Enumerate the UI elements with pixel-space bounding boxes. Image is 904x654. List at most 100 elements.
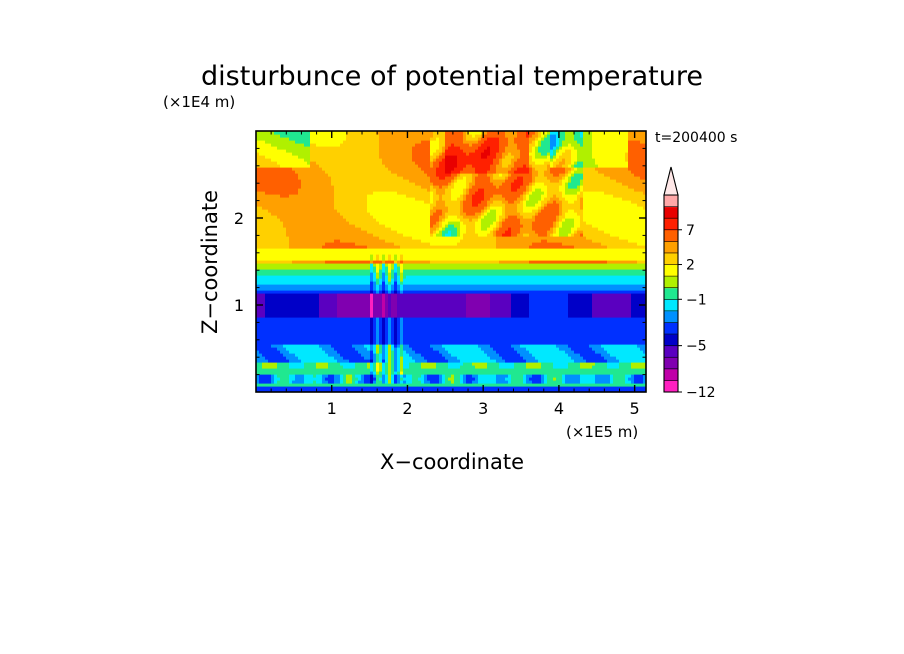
contour-cell: [331, 338, 335, 342]
contour-cell: [346, 251, 350, 255]
contour-cell: [319, 329, 323, 333]
contour-cell: [334, 191, 338, 195]
contour-cell: [334, 152, 338, 156]
contour-cell: [334, 206, 338, 210]
contour-cell: [310, 233, 314, 237]
contour-cell: [349, 209, 353, 213]
contour-cell: [262, 326, 266, 330]
contour-cell: [262, 353, 266, 357]
contour-cell: [337, 182, 341, 186]
contour-cell: [259, 143, 263, 147]
contour-cell: [319, 320, 323, 324]
contour-cell: [349, 224, 353, 228]
contour-cell: [265, 236, 269, 240]
contour-cell: [322, 284, 326, 288]
contour-cell: [325, 281, 329, 285]
contour-cell: [307, 173, 311, 177]
contour-cell: [334, 371, 338, 375]
contour-cell: [322, 266, 326, 270]
contour-cell: [355, 371, 359, 375]
contour-cell: [295, 329, 299, 333]
contour-cell: [343, 332, 347, 336]
contour-cell: [322, 242, 326, 246]
contour-cell: [310, 182, 314, 186]
contour-cell: [292, 245, 296, 249]
contour-cell: [328, 338, 332, 342]
contour-cell: [256, 308, 260, 312]
contour-cell: [313, 317, 317, 321]
contour-cell: [337, 389, 341, 392]
contour-cell: [298, 188, 302, 192]
contour-cell: [265, 155, 269, 159]
contour-cell: [286, 302, 290, 306]
contour-cell: [265, 206, 269, 210]
contour-cell: [319, 158, 323, 162]
contour-cell: [274, 263, 278, 267]
contour-cell: [295, 311, 299, 315]
contour-cell: [352, 356, 356, 360]
contour-cell: [325, 158, 329, 162]
contour-cell: [271, 179, 275, 183]
contour-cell: [328, 365, 332, 369]
contour-cell: [343, 209, 347, 213]
contour-cell: [262, 302, 266, 306]
contour-cell: [277, 230, 281, 234]
contour-cell: [349, 254, 353, 258]
contour-cell: [262, 269, 266, 273]
contour-cell: [316, 212, 320, 216]
contour-cell: [319, 272, 323, 276]
contour-cell: [256, 218, 260, 222]
contour-cell: [355, 269, 359, 273]
contour-cell: [268, 380, 272, 384]
contour-cell: [268, 146, 272, 150]
contour-cell: [328, 275, 332, 279]
contour-cell: [310, 194, 314, 198]
contour-cell: [352, 245, 356, 249]
contour-cell: [280, 275, 284, 279]
contour-cell: [322, 371, 326, 375]
contour-cell: [346, 203, 350, 207]
contour-cell: [301, 155, 305, 159]
contour-cell: [256, 326, 260, 330]
contour-cell: [298, 140, 302, 144]
contour-cell: [256, 224, 260, 228]
contour-cell: [271, 347, 275, 351]
contour-cell: [262, 203, 266, 207]
contour-cell: [337, 230, 341, 234]
contour-cell: [319, 227, 323, 231]
contour-cell: [349, 350, 353, 354]
contour-cell: [325, 386, 329, 390]
contour-cell: [316, 359, 320, 363]
contour-cell: [289, 305, 293, 309]
contour-cell: [304, 254, 308, 258]
contour-cell: [328, 269, 332, 273]
contour-cell: [304, 191, 308, 195]
contour-cell: [319, 143, 323, 147]
contour-cell: [355, 203, 359, 207]
contour-cell: [277, 212, 281, 216]
contour-cell: [301, 299, 305, 303]
contour-cell: [307, 332, 311, 336]
contour-cell: [286, 194, 290, 198]
contour-cell: [307, 275, 311, 279]
contour-cell: [265, 362, 269, 366]
contour-cell: [295, 143, 299, 147]
contour-cell: [304, 332, 308, 336]
contour-cell: [355, 365, 359, 369]
contour-cell: [283, 338, 287, 342]
contour-cell: [328, 371, 332, 375]
contour-cell: [268, 389, 272, 392]
contour-cell: [289, 131, 293, 135]
contour-cell: [319, 377, 323, 381]
contour-cell: [280, 314, 284, 318]
contour-cell: [343, 293, 347, 297]
contour-cell: [286, 365, 290, 369]
contour-cell: [331, 164, 335, 168]
contour-cell: [298, 245, 302, 249]
contour-cell: [310, 167, 314, 171]
contour-cell: [307, 215, 311, 219]
contour-cell: [310, 188, 314, 192]
contour-cell: [316, 134, 320, 138]
contour-cell: [352, 218, 356, 222]
contour-cell: [325, 191, 329, 195]
